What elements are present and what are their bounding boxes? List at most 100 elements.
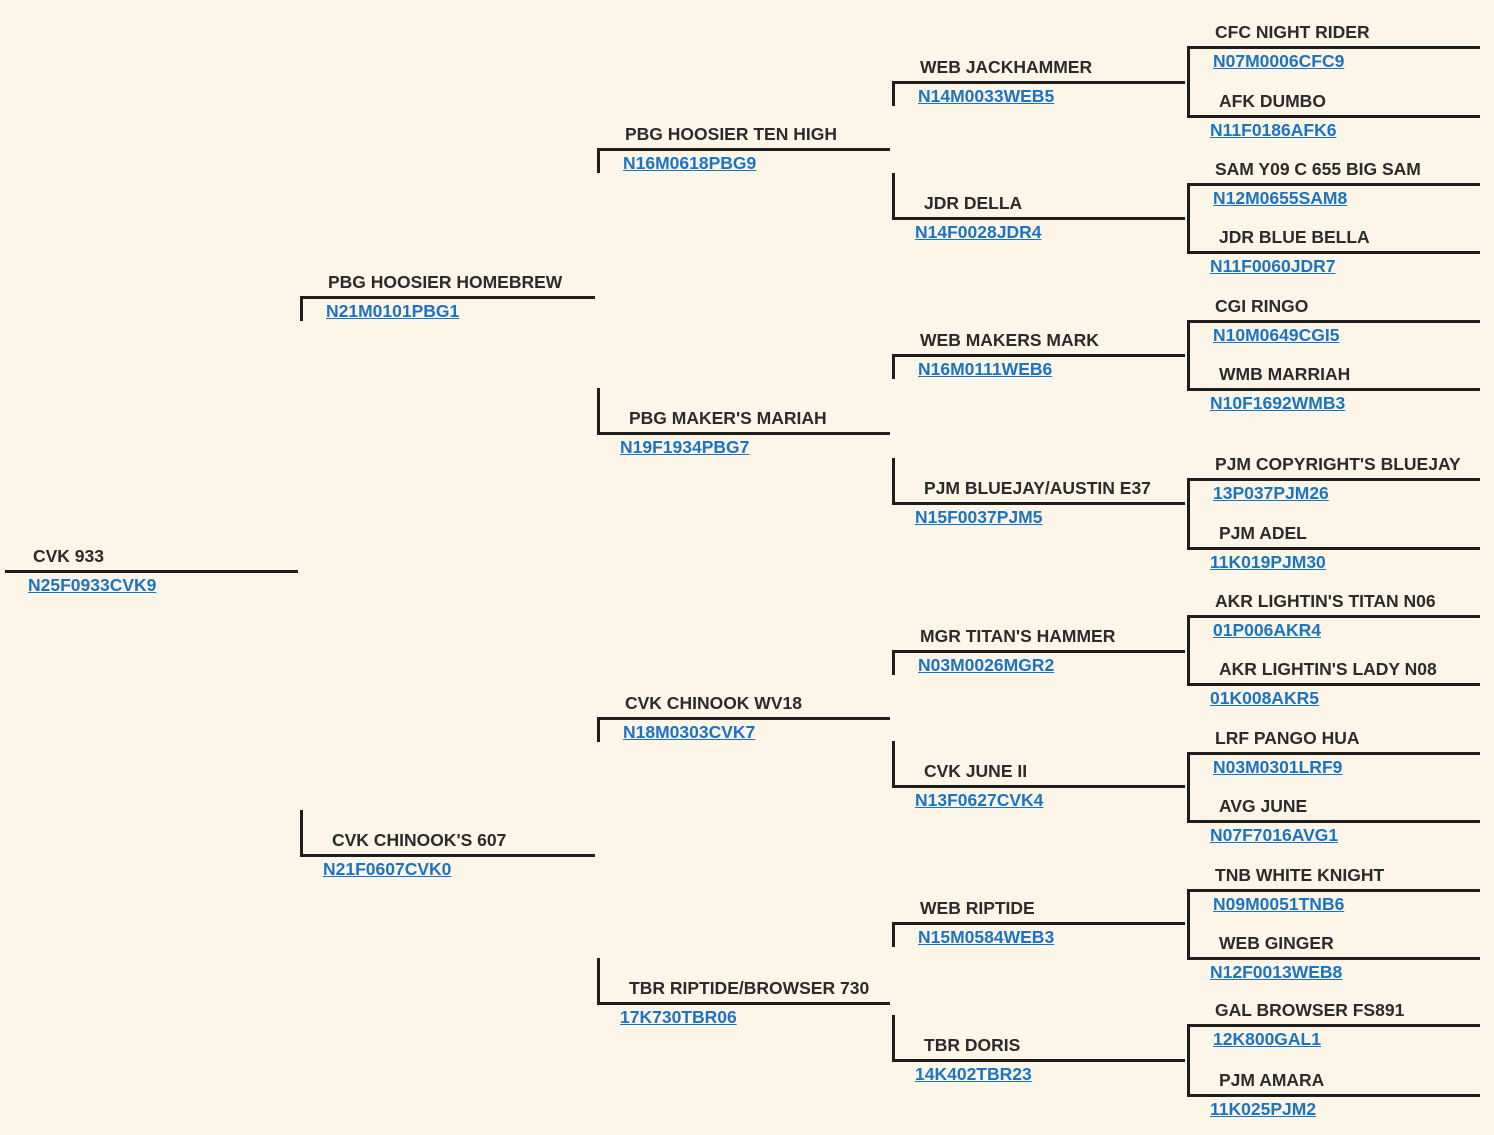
animal-name: WEB JACKHAMMER [920,57,1093,77]
pedigree-line-sire [1187,889,1480,892]
pedigree-line-sire [597,717,890,720]
pedigree-connector [892,354,895,379]
pedigree-line-sire [1187,1024,1480,1027]
pedigree-connector [1187,478,1190,550]
pedigree-connector [1187,320,1190,391]
pedigree-line-dam [300,854,595,857]
animal-name: JDR DELLA [924,193,1023,213]
registration-link[interactable]: N03M0301LRF9 [1213,757,1343,777]
registration-link[interactable]: N15F0037PJM5 [915,507,1043,527]
animal-name: PJM BLUEJAY/AUSTIN E37 [924,478,1151,498]
animal-name: TBR RIPTIDE/BROWSER 730 [629,978,870,998]
animal-name: TNB WHITE KNIGHT [1215,865,1385,885]
registration-link[interactable]: N07F7016AVG1 [1210,825,1339,845]
registration-link[interactable]: N12F0013WEB8 [1210,962,1343,982]
registration-link[interactable]: N10M0649CGI5 [1213,325,1340,345]
pedigree-line-dam [892,1059,1185,1062]
registration-link[interactable]: N16M0618PBG9 [623,153,757,173]
animal-name: PBG MAKER'S MARIAH [629,408,827,428]
registration-link[interactable]: N16M0111WEB6 [918,359,1053,379]
pedigree-line-sire [1187,46,1480,49]
animal-name: CVK CHINOOK WV18 [625,693,802,713]
pedigree-connector [597,958,600,1004]
registration-link[interactable]: N12M0655SAM8 [1213,188,1348,208]
pedigree-line-dam [1187,820,1480,823]
pedigree-connector [1187,752,1190,823]
pedigree-connector [597,388,600,434]
registration-link[interactable]: N10F1692WMB3 [1210,393,1346,413]
registration-link[interactable]: N07M0006CFC9 [1213,51,1345,71]
pedigree-connector [1187,615,1190,686]
pedigree-line-dam [597,432,890,435]
pedigree-line-sire [892,922,1185,925]
registration-link[interactable]: N25F0933CVK9 [28,575,157,595]
pedigree-connector [892,922,895,947]
animal-name: LRF PANGO HUA [1215,728,1360,748]
animal-name: CGI RINGO [1215,296,1309,316]
registration-link[interactable]: N21F0607CVK0 [323,859,452,879]
registration-link[interactable]: 13P037PJM26 [1213,483,1329,503]
registration-link[interactable]: N14F0028JDR4 [915,222,1042,242]
pedigree-connector [1187,1024,1190,1097]
pedigree-line-sire [1187,320,1480,323]
registration-link[interactable]: N14M0033WEB5 [918,86,1055,106]
animal-name: SAM Y09 C 655 BIG SAM [1215,159,1421,179]
pedigree-connector [597,148,600,173]
pedigree-connector [1187,46,1190,118]
registration-link[interactable]: N09M0051TNB6 [1213,894,1345,914]
pedigree-connector [892,458,895,504]
pedigree-line-sire [300,296,595,299]
pedigree-line-sire [1187,478,1480,481]
animal-name: AKR LIGHTIN'S TITAN N06 [1215,591,1436,611]
pedigree-connector [892,81,895,106]
registration-link[interactable]: N18M0303CVK7 [623,722,756,742]
registration-link[interactable]: 11K025PJM2 [1210,1099,1317,1119]
animal-name: WEB MAKERS MARK [920,330,1099,350]
pedigree-line-dam [1187,388,1480,391]
pedigree-connector [892,1015,895,1061]
registration-link[interactable]: N15M0584WEB3 [918,927,1055,947]
registration-link[interactable]: N19F1934PBG7 [620,437,750,457]
pedigree-line-sire [1187,752,1480,755]
animal-name: CFC NIGHT RIDER [1215,22,1370,42]
pedigree-line-dam [1187,1094,1480,1097]
registration-link[interactable]: 01K008AKR5 [1210,688,1319,708]
pedigree-line-dam [1187,115,1480,118]
pedigree-connector [300,810,303,856]
animal-name: PBG HOOSIER TEN HIGH [625,124,837,144]
pedigree-line-dam [1187,251,1480,254]
pedigree-connector [892,173,895,219]
registration-link[interactable]: N21M0101PBG1 [326,301,460,321]
pedigree-connector [597,717,600,742]
registration-link[interactable]: 12K800GAL1 [1213,1029,1321,1049]
registration-link[interactable]: 14K402TBR23 [915,1064,1032,1084]
animal-name: GAL BROWSER FS891 [1215,1000,1405,1020]
animal-name: CVK JUNE II [924,761,1028,781]
animal-name: CVK 933 [33,546,105,566]
pedigree-line-sire [892,650,1185,653]
animal-name: TBR DORIS [924,1035,1021,1055]
registration-link[interactable]: N13F0627CVK4 [915,790,1044,810]
pedigree-connector [1187,183,1190,254]
pedigree-line-dam [597,1002,890,1005]
animal-name: AVG JUNE [1219,796,1308,816]
pedigree-line-dam [1187,957,1480,960]
animal-name: CVK CHINOOK'S 607 [332,830,507,850]
animal-name: AFK DUMBO [1219,91,1326,111]
registration-link[interactable]: N03M0026MGR2 [918,655,1055,675]
animal-name: AKR LIGHTIN'S LADY N08 [1219,659,1437,679]
registration-link[interactable]: 17K730TBR06 [620,1007,737,1027]
registration-link[interactable]: N11F0060JDR7 [1210,256,1336,276]
registration-link[interactable]: 11K019PJM30 [1210,552,1326,572]
pedigree-line-dam [892,217,1185,220]
pedigree-connector [892,741,895,787]
pedigree-line-sire [1187,183,1480,186]
animal-name: PJM COPYRIGHT'S BLUEJAY [1215,454,1461,474]
pedigree-connector [300,296,303,321]
registration-link[interactable]: N11F0186AFK6 [1210,120,1337,140]
pedigree-connector [892,650,895,675]
pedigree-line-sire [1187,615,1480,618]
animal-name: WEB GINGER [1219,933,1334,953]
registration-link[interactable]: 01P006AKR4 [1213,620,1321,640]
pedigree-line-dam [1187,683,1480,686]
